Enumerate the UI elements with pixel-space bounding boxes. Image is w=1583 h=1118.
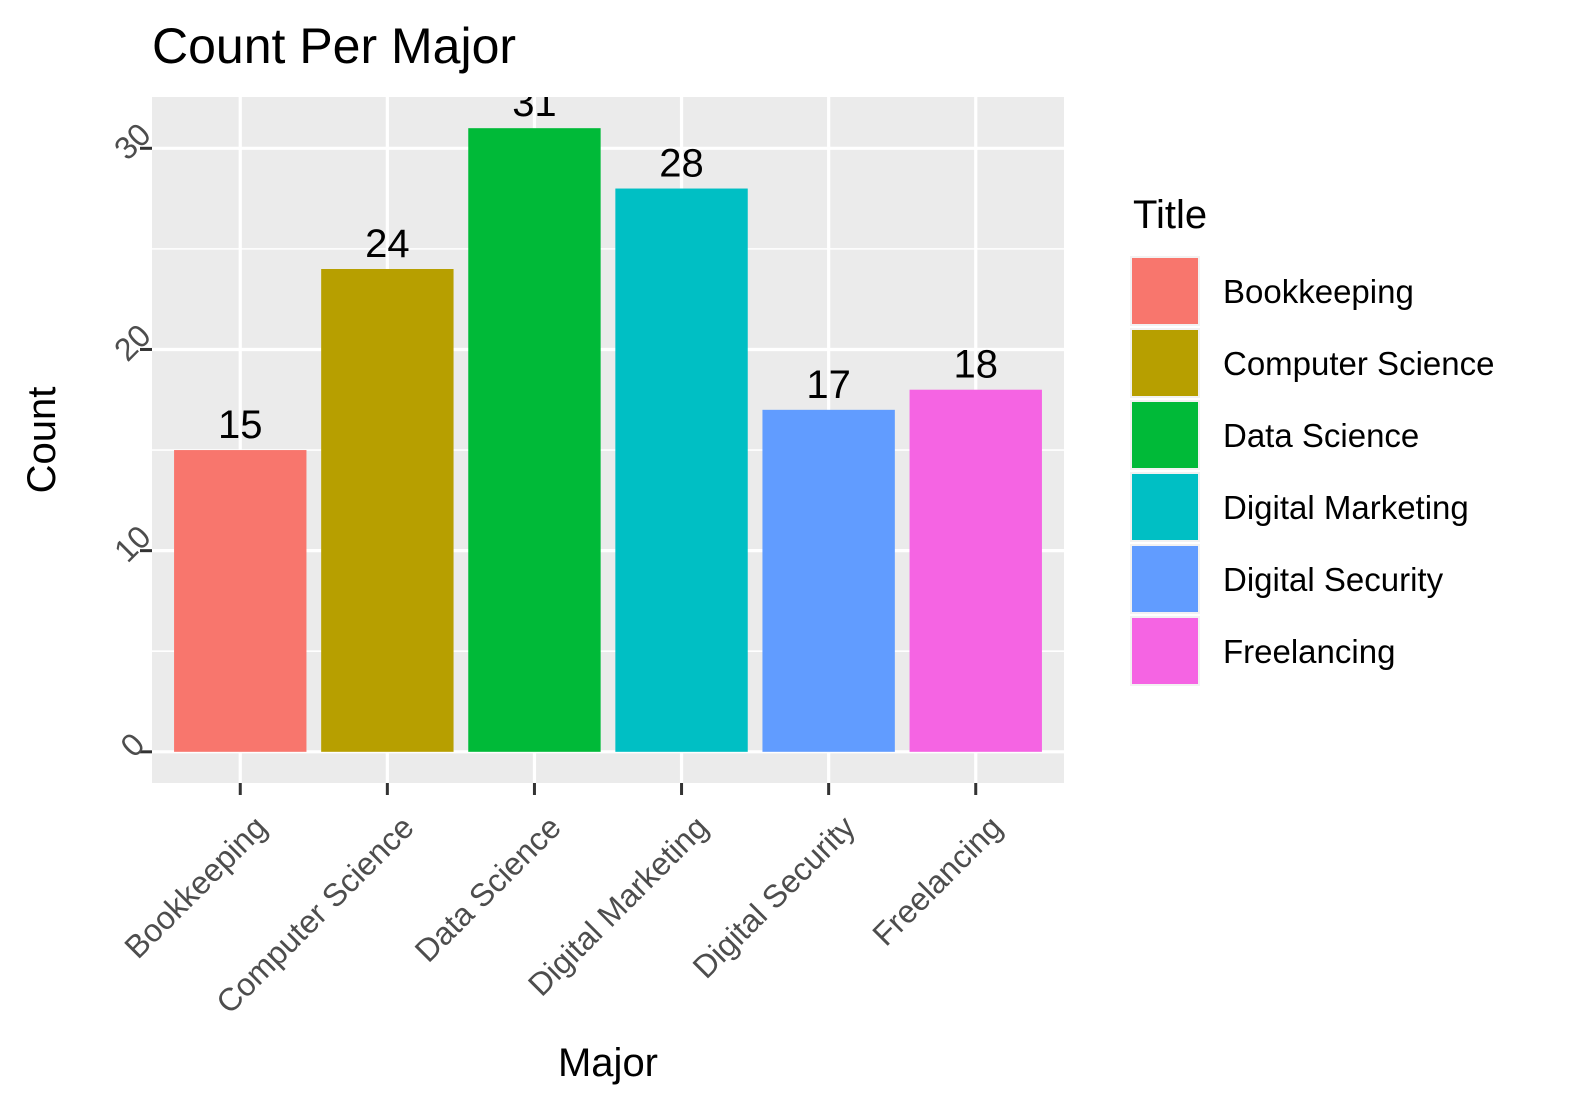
data-label: 15 (218, 403, 263, 447)
legend: Title Bookkeeping Computer Science Data Sc… (1130, 193, 1494, 686)
legend-label: Digital Security (1223, 561, 1444, 598)
x-tick-label: Data Science (408, 809, 568, 969)
bars (174, 128, 1042, 752)
legend-swatch (1132, 258, 1198, 324)
data-label: 17 (806, 363, 851, 407)
y-axis: 0 10 20 30 (107, 116, 158, 764)
y-tick-label: 0 (113, 726, 151, 764)
data-label: 31 (512, 81, 557, 125)
data-labels: 15 24 31 28 17 18 (218, 81, 998, 447)
legend-title: Title (1133, 193, 1207, 237)
legend-label: Data Science (1223, 417, 1419, 454)
x-tick-label: Freelancing (865, 809, 1009, 953)
y-tick-label: 30 (107, 116, 158, 167)
bar-digital-security (762, 409, 895, 752)
legend-label: Computer Science (1223, 345, 1494, 382)
bar-data-science (468, 128, 601, 752)
data-label: 28 (659, 142, 704, 186)
data-label: 24 (365, 222, 410, 266)
x-axis-title: Major (558, 1041, 658, 1085)
bar-bookkeeping (174, 450, 307, 752)
legend-label: Bookkeeping (1223, 273, 1414, 310)
bar-freelancing (909, 389, 1042, 752)
legend-swatch (1132, 330, 1198, 396)
legend-swatch (1132, 474, 1198, 540)
y-tick-label: 10 (107, 518, 158, 569)
legend-swatch (1132, 618, 1198, 684)
chart-title: Count Per Major (152, 18, 516, 74)
legend-swatch (1132, 546, 1198, 612)
bar-digital-marketing (615, 188, 748, 752)
y-axis-title: Count (20, 387, 64, 494)
legend-swatch (1132, 402, 1198, 468)
x-tick-label: Bookkeeping (117, 809, 273, 965)
data-label: 18 (953, 343, 998, 387)
legend-label: Freelancing (1223, 633, 1395, 670)
legend-label: Digital Marketing (1223, 489, 1469, 526)
y-tick-label: 20 (107, 317, 158, 368)
bar-computer-science (321, 269, 454, 752)
